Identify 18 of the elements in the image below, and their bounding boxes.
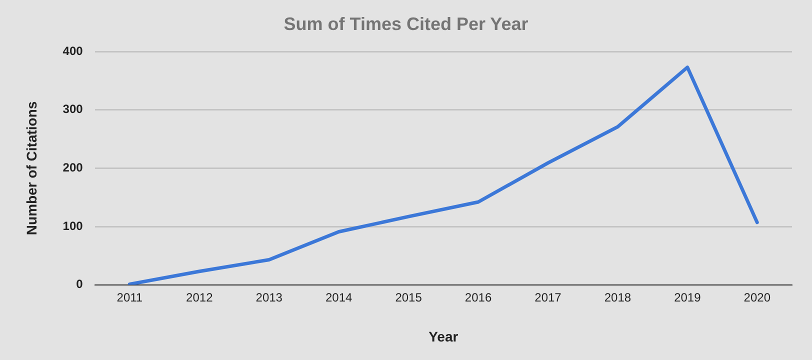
x-tick-label: 2017 <box>534 290 562 304</box>
x-tick-label: 2018 <box>604 290 632 304</box>
y-tick-label: 300 <box>62 102 84 116</box>
x-tick-label: 2019 <box>674 290 702 304</box>
y-tick-label: 200 <box>62 160 84 175</box>
x-tick-label: 2012 <box>186 290 214 304</box>
x-axis-title: Year <box>428 328 459 344</box>
y-axis-title: Number of Citations <box>23 101 40 236</box>
y-tick-label: 0 <box>76 277 84 292</box>
x-tick-label: 2011 <box>116 290 143 304</box>
y-tick-label: 400 <box>62 44 84 58</box>
y-tick-label: 100 <box>62 218 84 233</box>
x-tick-label: 2020 <box>744 290 771 304</box>
x-tick-label: 2016 <box>464 290 492 304</box>
x-tick-label: 2014 <box>325 290 353 304</box>
x-tick-label: 2013 <box>256 290 283 304</box>
chart-title: Sum of Times Cited Per Year <box>284 14 528 34</box>
x-tick-label: 2015 <box>395 290 422 304</box>
